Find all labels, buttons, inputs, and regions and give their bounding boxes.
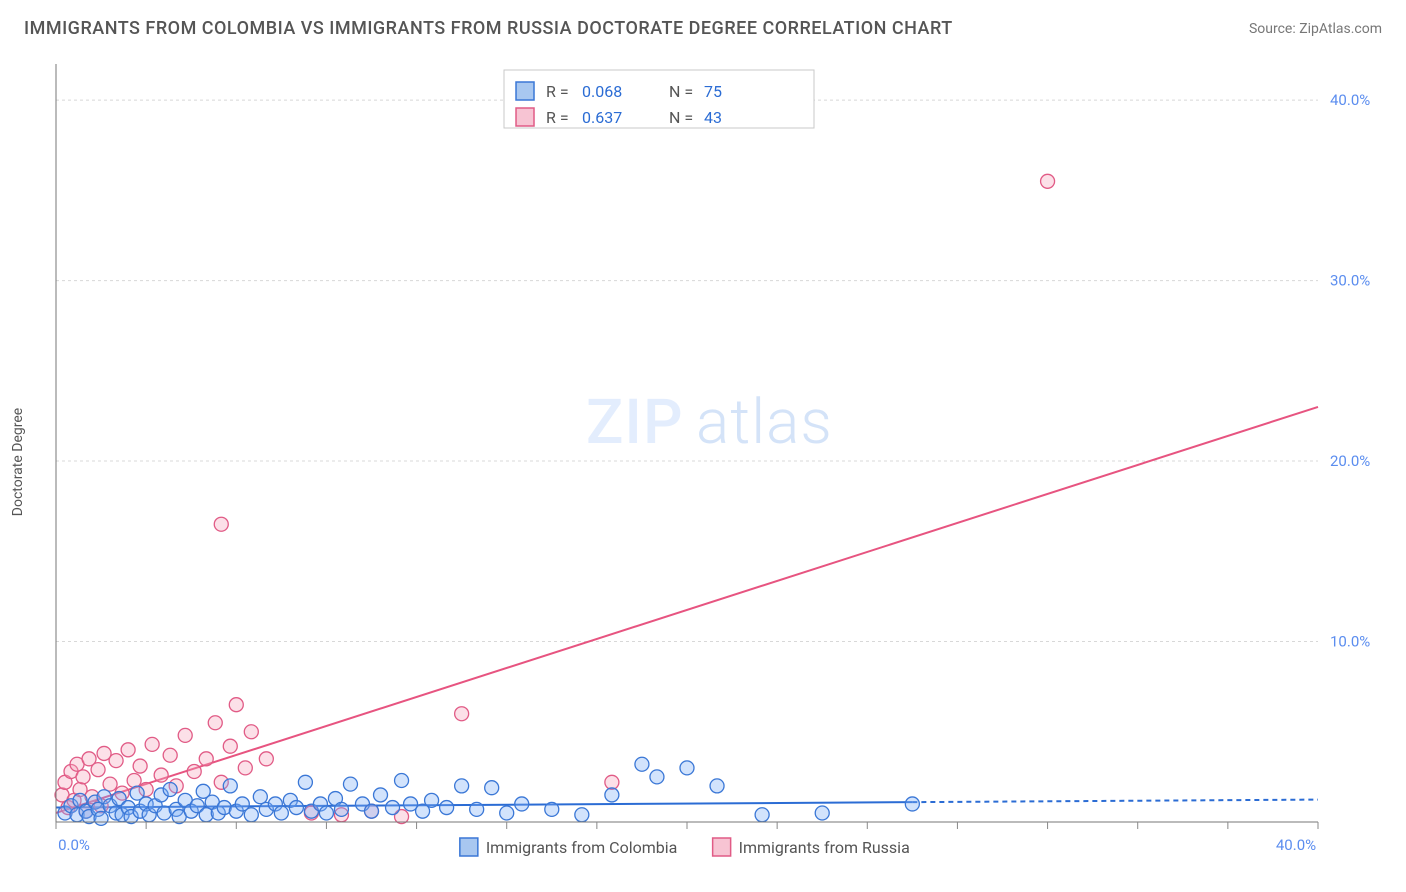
svg-text:10.0%: 10.0% bbox=[1330, 633, 1370, 651]
chart-header: IMMIGRANTS FROM COLOMBIA VS IMMIGRANTS F… bbox=[0, 0, 1406, 47]
svg-text:Immigrants from Colombia: Immigrants from Colombia bbox=[486, 838, 678, 857]
svg-text:40.0%: 40.0% bbox=[1276, 836, 1316, 854]
svg-text:0.068: 0.068 bbox=[582, 82, 622, 101]
svg-text:R =: R = bbox=[546, 82, 569, 101]
svg-text:N =: N = bbox=[669, 82, 693, 101]
svg-text:43: 43 bbox=[704, 108, 722, 127]
svg-text:N =: N = bbox=[669, 108, 693, 127]
svg-text:75: 75 bbox=[704, 82, 722, 101]
y-axis-label: Doctorate Degree bbox=[10, 408, 26, 516]
svg-text:30.0%: 30.0% bbox=[1330, 272, 1370, 290]
svg-text:Immigrants from Russia: Immigrants from Russia bbox=[739, 838, 910, 857]
chart-source: Source: ZipAtlas.com bbox=[1249, 21, 1382, 37]
chart-area: Doctorate Degree 10.0%20.0%30.0%40.0%ZIP… bbox=[48, 56, 1388, 868]
scatter-plot: 10.0% 20.0% 30.0% 40.0% ZIPatlas 0.0% 40.0% R =… bbox=[48, 56, 1388, 868]
svg-text:40.0%: 40.0% bbox=[1330, 91, 1370, 109]
svg-text:0.0%: 0.0% bbox=[58, 836, 90, 854]
svg-text:ZIP: ZIP bbox=[586, 386, 684, 459]
chart-title: IMMIGRANTS FROM COLOMBIA VS IMMIGRANTS F… bbox=[24, 18, 953, 39]
svg-text:20.0%: 20.0% bbox=[1330, 452, 1370, 470]
svg-text:0.637: 0.637 bbox=[582, 108, 622, 127]
svg-text:atlas: atlas bbox=[696, 386, 833, 459]
svg-text:R =: R = bbox=[546, 108, 569, 127]
